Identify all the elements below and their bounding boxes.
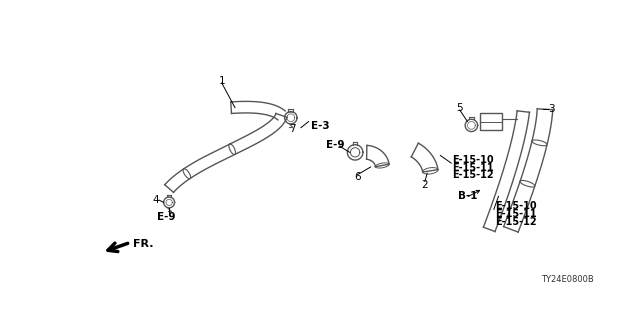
Text: 2: 2 [422,180,428,190]
Text: E-15-12: E-15-12 [495,217,536,227]
Text: E-9: E-9 [157,212,176,222]
Text: TY24E0800B: TY24E0800B [541,275,594,284]
Text: E-15-11: E-15-11 [495,209,536,219]
Text: 3: 3 [548,104,554,114]
Text: E-15-10: E-15-10 [495,201,536,211]
Text: 1: 1 [218,76,225,86]
Text: 5: 5 [456,103,463,113]
Text: 6: 6 [354,172,361,182]
Text: 4: 4 [152,195,159,205]
Text: 7: 7 [289,124,296,134]
Text: E-9: E-9 [326,140,345,150]
Text: E-15-11: E-15-11 [452,163,493,173]
Text: E-3: E-3 [311,121,330,131]
Text: FR.: FR. [132,239,153,249]
Text: E-15-12: E-15-12 [452,171,493,180]
Text: B-1: B-1 [458,191,477,201]
Text: E-15-10: E-15-10 [452,155,493,165]
Bar [480,113,502,130]
